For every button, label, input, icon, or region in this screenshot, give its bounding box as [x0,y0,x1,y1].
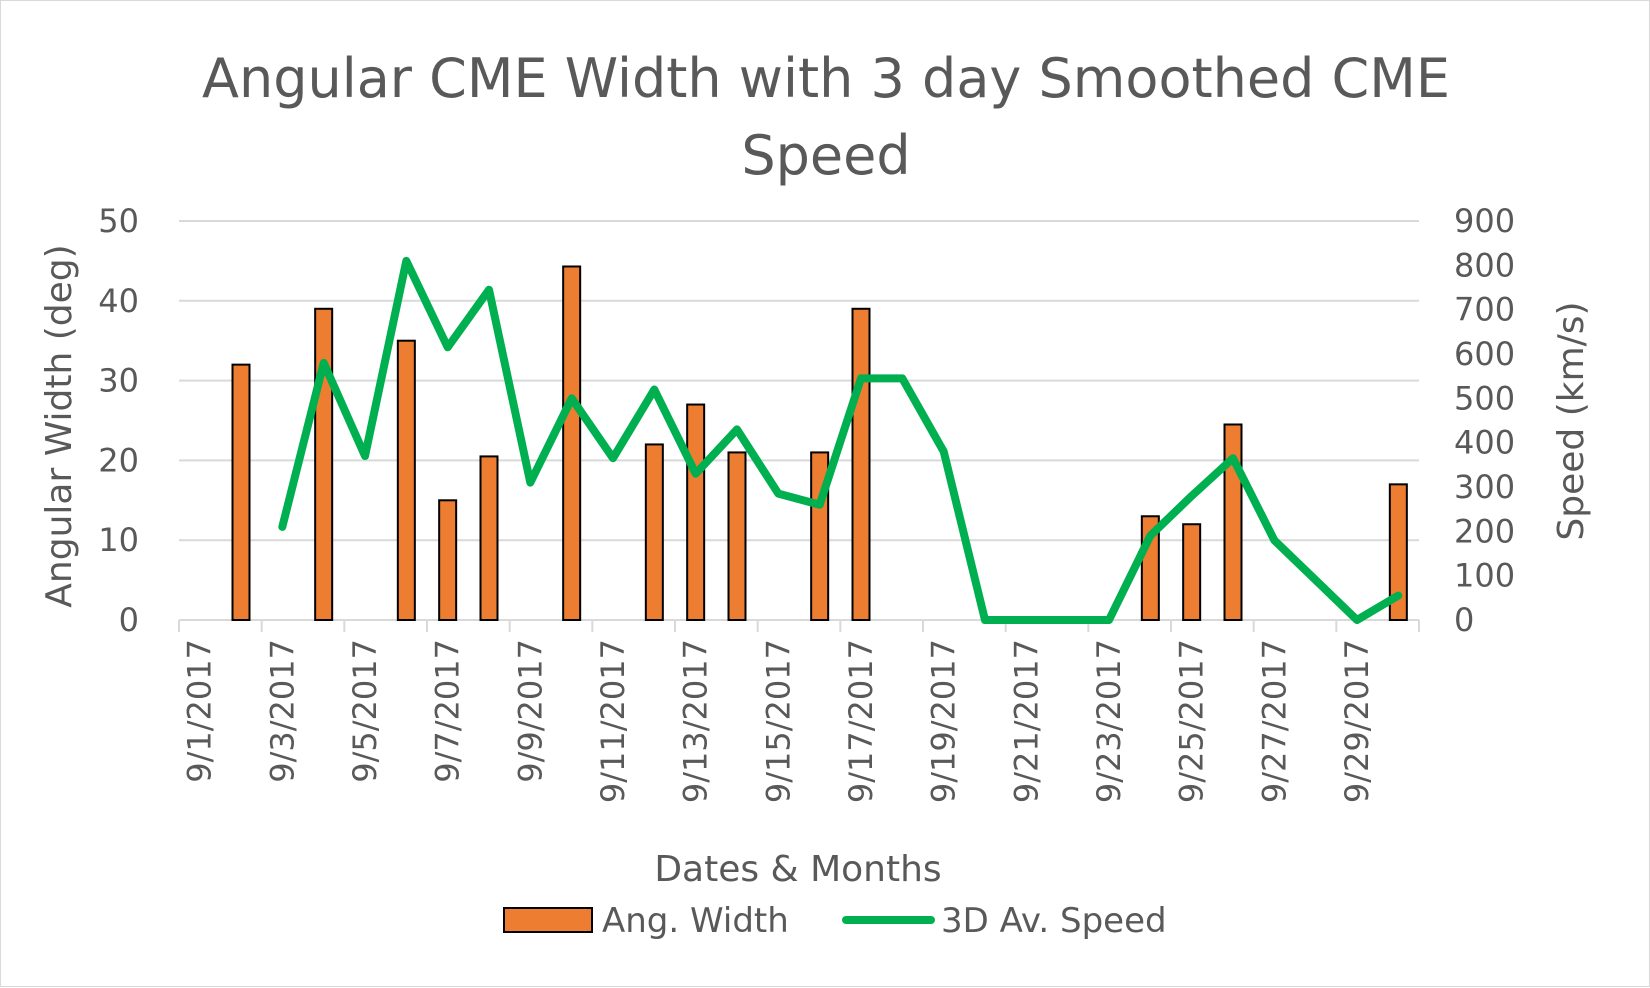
right-tick-label: 500 [1454,379,1515,417]
width-bar [1183,524,1200,620]
x-tick-label: 9/1/2017 [181,639,219,783]
x-tick-label: 9/3/2017 [263,639,301,783]
left-tick-label: 20 [98,441,139,479]
right-tick-label: 900 [1454,202,1515,240]
right-axis-ticks: 0 100 200 300 400 500 600 700 800 900 [1454,202,1515,639]
chart-title: Angular CME Width with 3 day Smoothed CM… [202,47,1450,187]
x-tick-label: 9/11/2017 [594,639,632,803]
x-tick-label: 9/13/2017 [677,639,715,803]
x-tick-label: 9/7/2017 [429,639,467,783]
x-tick-label: 9/25/2017 [1173,639,1211,803]
y-axis-title: Angular Width (deg) [39,244,80,607]
y2-axis-title: Speed (km/s) [1551,301,1592,540]
width-bar [687,405,704,620]
left-tick-label: 0 [119,601,139,639]
x-tick-label: 9/9/2017 [511,639,549,783]
x-tick-label: 9/5/2017 [346,639,384,783]
legend-swatch-width [504,908,592,932]
legend-label-width: Ang. Width [602,901,789,941]
right-tick-label: 100 [1454,557,1515,595]
right-tick-label: 0 [1454,601,1474,639]
width-bar [563,266,580,620]
left-tick-label: 40 [98,282,139,320]
left-tick-label: 30 [98,362,139,400]
x-tick-label: 9/17/2017 [842,639,880,803]
legend: Ang. Width 3D Av. Speed [504,901,1167,941]
left-tick-label: 10 [98,521,139,559]
width-bar [853,309,870,620]
x-tick-label: 9/19/2017 [925,639,963,803]
width-bar [481,456,498,620]
width-bar [1225,424,1242,620]
left-axis-ticks: 0 10 20 30 40 50 [98,202,139,639]
x-tick-label: 9/27/2017 [1255,639,1293,803]
x-tick-label: 9/23/2017 [1090,639,1128,803]
right-tick-label: 300 [1454,468,1515,506]
width-bar [729,452,746,620]
width-bar [646,444,663,620]
x-axis-ticks: 9/1/2017 9/3/2017 9/5/2017 9/7/2017 9/9/2017… [181,639,1376,803]
x-tick-label: 9/21/2017 [1007,639,1045,803]
width-bars [233,266,1407,620]
width-bar [398,341,415,620]
width-bar [315,309,332,620]
chart-title-line: Speed [741,124,910,187]
chart-title-line: Angular CME Width with 3 day Smoothed CM… [202,47,1450,110]
width-bar [439,500,456,620]
x-axis-title: Dates & Months [654,849,941,890]
legend-label-speed: 3D Av. Speed [941,901,1167,941]
left-tick-label: 50 [98,202,139,240]
x-tick-label: 9/15/2017 [759,639,797,803]
right-tick-label: 600 [1454,335,1515,373]
right-tick-label: 400 [1454,424,1515,462]
right-tick-label: 200 [1454,512,1515,550]
right-tick-label: 800 [1454,246,1515,284]
x-tick-label: 9/29/2017 [1338,639,1376,803]
width-bar [233,365,250,620]
right-tick-label: 700 [1454,291,1515,329]
